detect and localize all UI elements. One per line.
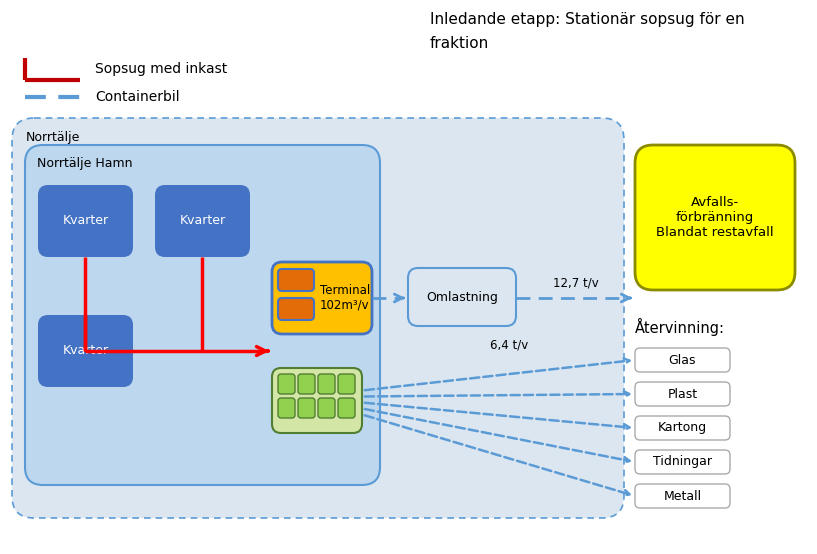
- FancyBboxPatch shape: [278, 269, 314, 291]
- FancyBboxPatch shape: [635, 416, 730, 440]
- FancyBboxPatch shape: [272, 368, 362, 433]
- Text: Glas: Glas: [669, 353, 696, 367]
- FancyBboxPatch shape: [635, 484, 730, 508]
- Text: Metall: Metall: [663, 490, 702, 502]
- Text: Tidningar: Tidningar: [653, 455, 712, 469]
- FancyBboxPatch shape: [272, 262, 372, 334]
- Text: Norrtälje Hamn: Norrtälje Hamn: [37, 157, 132, 170]
- Text: 12,7 t/v: 12,7 t/v: [552, 277, 598, 290]
- FancyBboxPatch shape: [278, 398, 295, 418]
- FancyBboxPatch shape: [155, 185, 250, 257]
- FancyBboxPatch shape: [298, 398, 315, 418]
- FancyBboxPatch shape: [278, 298, 314, 320]
- FancyBboxPatch shape: [635, 348, 730, 372]
- FancyBboxPatch shape: [318, 398, 335, 418]
- Text: Norrtälje: Norrtälje: [26, 131, 80, 144]
- FancyBboxPatch shape: [338, 398, 355, 418]
- FancyBboxPatch shape: [408, 268, 516, 326]
- FancyBboxPatch shape: [38, 185, 133, 257]
- Text: Kvarter: Kvarter: [180, 214, 225, 228]
- Text: Kvarter: Kvarter: [62, 345, 109, 357]
- FancyBboxPatch shape: [38, 315, 133, 387]
- Text: Kvarter: Kvarter: [62, 214, 109, 228]
- FancyBboxPatch shape: [25, 145, 380, 485]
- Text: Sopsug med inkast: Sopsug med inkast: [95, 62, 227, 76]
- FancyBboxPatch shape: [318, 374, 335, 394]
- FancyBboxPatch shape: [278, 374, 295, 394]
- Text: Kartong: Kartong: [658, 422, 707, 434]
- Text: Containerbil: Containerbil: [95, 90, 180, 104]
- FancyBboxPatch shape: [12, 118, 624, 518]
- Text: Avfalls-
förbränning
Blandat restavfall: Avfalls- förbränning Blandat restavfall: [656, 196, 774, 239]
- Text: fraktion: fraktion: [430, 36, 489, 51]
- Text: Inledande etapp: Stationär sopsug för en: Inledande etapp: Stationär sopsug för en: [430, 12, 744, 27]
- FancyBboxPatch shape: [635, 145, 795, 290]
- Text: Omlastning: Omlastning: [426, 290, 498, 304]
- Text: Plast: Plast: [667, 387, 698, 401]
- FancyBboxPatch shape: [635, 382, 730, 406]
- Text: Terminal
102m³/v: Terminal 102m³/v: [320, 284, 370, 312]
- Text: 6,4 t/v: 6,4 t/v: [490, 339, 529, 352]
- FancyBboxPatch shape: [338, 374, 355, 394]
- Text: Återvinning:: Återvinning:: [635, 318, 725, 336]
- FancyBboxPatch shape: [635, 450, 730, 474]
- FancyBboxPatch shape: [298, 374, 315, 394]
